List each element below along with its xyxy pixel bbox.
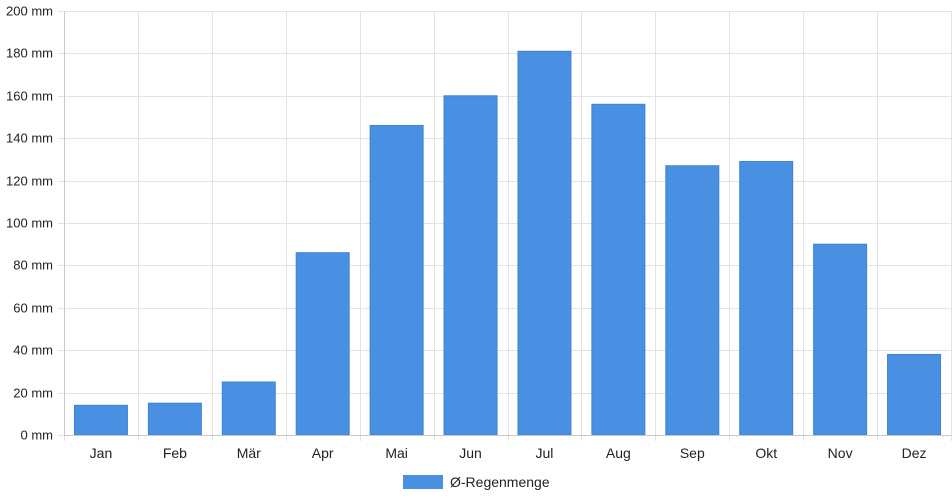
x-tick-label: Sep bbox=[680, 445, 705, 461]
y-tick-label: 0 mm bbox=[21, 428, 54, 443]
x-tick-label: Okt bbox=[755, 445, 777, 461]
y-tick-label: 80 mm bbox=[13, 258, 53, 273]
x-tick-label: Jan bbox=[90, 445, 113, 461]
y-tick-label: 100 mm bbox=[6, 216, 53, 231]
x-axis-ticks: Jan Feb Mär Apr Mai Jun Jul Aug Sep Okt Nov Dez bbox=[90, 445, 927, 461]
x-tick-label: Aug bbox=[606, 445, 631, 461]
x-tick-label: Mai bbox=[385, 445, 408, 461]
bar-dez[interactable] bbox=[887, 353, 942, 436]
y-tick-label: 60 mm bbox=[13, 301, 53, 316]
x-tick-label: Jul bbox=[536, 445, 554, 461]
x-tick-label: Mär bbox=[237, 445, 261, 461]
y-tick-label: 180 mm bbox=[6, 46, 53, 61]
y-axis-ticks: 0 mm 20 mm 40 mm 60 mm 80 mm 100 mm 120 mm 140 … bbox=[6, 4, 53, 443]
x-tick-label: Feb bbox=[163, 445, 187, 461]
x-tick-label: Dez bbox=[902, 445, 927, 461]
bar-jun[interactable] bbox=[443, 95, 498, 436]
x-tick-label: Nov bbox=[828, 445, 853, 461]
legend-label: Ø-Regenmenge bbox=[450, 474, 550, 490]
bar-feb[interactable] bbox=[147, 402, 202, 436]
legend-swatch bbox=[403, 475, 443, 489]
bar-sep[interactable] bbox=[665, 165, 720, 436]
bar-mär[interactable] bbox=[221, 381, 276, 436]
y-tick-label: 20 mm bbox=[13, 386, 53, 401]
x-tick-label: Apr bbox=[312, 445, 334, 461]
x-tick-label: Jun bbox=[459, 445, 482, 461]
y-tick-label: 160 mm bbox=[6, 89, 53, 104]
y-tick-label: 140 mm bbox=[6, 131, 53, 146]
y-tick-label: 120 mm bbox=[6, 174, 53, 189]
axes bbox=[64, 11, 951, 436]
bar-apr[interactable] bbox=[295, 252, 350, 436]
bar-aug[interactable] bbox=[591, 103, 646, 436]
y-tick-label: 40 mm bbox=[13, 343, 53, 358]
bar-jul[interactable] bbox=[517, 50, 572, 436]
bar-jan[interactable] bbox=[73, 404, 128, 436]
bar-nov[interactable] bbox=[813, 243, 868, 436]
bars bbox=[73, 50, 942, 436]
y-tick-label: 200 mm bbox=[6, 4, 53, 19]
legend[interactable]: Ø-Regenmenge bbox=[403, 474, 550, 490]
bar-mai[interactable] bbox=[369, 124, 424, 436]
bar-okt[interactable] bbox=[739, 161, 794, 436]
